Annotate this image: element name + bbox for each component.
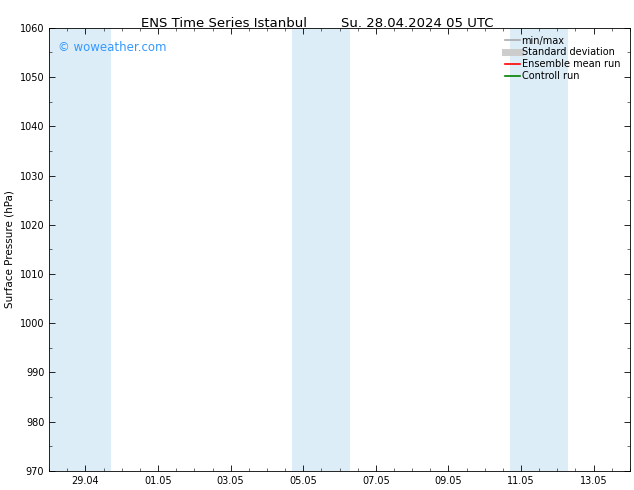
Bar <box>510 28 568 471</box>
Y-axis label: Surface Pressure (hPa): Surface Pressure (hPa) <box>4 191 14 308</box>
Bar <box>49 28 111 471</box>
Legend: min/max, Standard deviation, Ensemble mean run, Controll run: min/max, Standard deviation, Ensemble me… <box>502 33 625 84</box>
Text: ENS Time Series Istanbul        Su. 28.04.2024 05 UTC: ENS Time Series Istanbul Su. 28.04.2024 … <box>141 17 493 30</box>
Bar <box>292 28 351 471</box>
Text: © woweather.com: © woweather.com <box>58 41 166 54</box>
